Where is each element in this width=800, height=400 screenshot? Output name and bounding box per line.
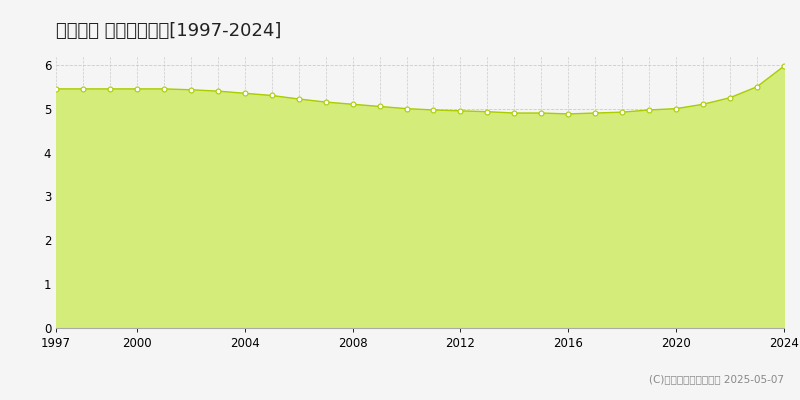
Text: (C)土地価格ドットコム 2025-05-07: (C)土地価格ドットコム 2025-05-07 bbox=[649, 374, 784, 384]
Text: 宜野座村 基準地価推移[1997-2024]: 宜野座村 基準地価推移[1997-2024] bbox=[56, 22, 282, 40]
